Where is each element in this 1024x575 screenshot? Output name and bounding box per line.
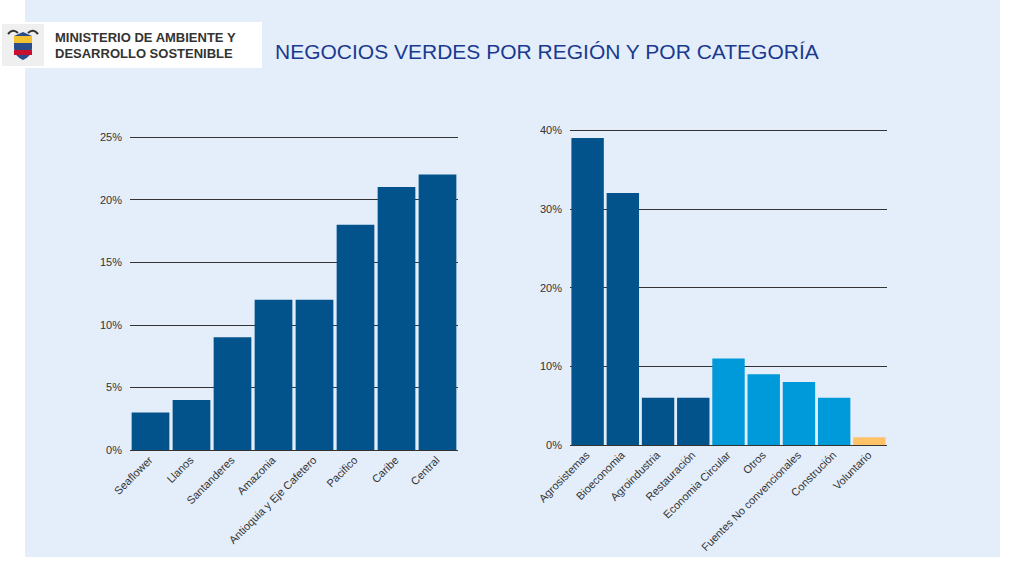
svg-text:0%: 0% [546, 439, 562, 451]
svg-text:20%: 20% [100, 194, 122, 206]
html-text:DESARROLLO SOSTENIBLE: DESARROLLO SOSTENIBLE [55, 46, 233, 61]
svg-text:Agrosistemas: Agrosistemas [536, 448, 592, 505]
svg-text:Caribe: Caribe [369, 454, 400, 485]
svg-text:Economia Circular: Economia Circular [661, 449, 733, 521]
svg-text:Amazonia: Amazonia [235, 453, 279, 497]
svg-text:Fuentes No convencionales: Fuentes No convencionales [699, 448, 804, 553]
svg-text:Santanderes: Santanderes [184, 453, 237, 506]
svg-text:40%: 40% [540, 124, 562, 136]
svg-text:30%: 30% [540, 203, 562, 215]
svg-text:Otros: Otros [740, 448, 768, 476]
svg-text:Central: Central [408, 454, 442, 488]
svg-text:20%: 20% [540, 282, 562, 294]
svg-text:Bioeconomia: Bioeconomia [573, 448, 628, 503]
svg-text:Construción: Construción [788, 449, 838, 499]
svg-text:Llanos: Llanos [164, 453, 196, 485]
svg-text:Seaflower: Seaflower [112, 454, 155, 497]
svg-text:Voluntario: Voluntario [831, 449, 874, 492]
svg-text:Agroindustria: Agroindustria [608, 448, 663, 503]
svg-text:Pacifico: Pacifico [324, 454, 360, 490]
svg-text:0%: 0% [106, 444, 122, 456]
html-text:MINISTERIO DE AMBIENTE Y: MINISTERIO DE AMBIENTE Y [55, 30, 236, 45]
svg-text:5%: 5% [106, 381, 122, 393]
svg-text:25%: 25% [100, 131, 122, 143]
svg-text:10%: 10% [100, 319, 122, 331]
svg-text:Restauración: Restauración [643, 448, 698, 503]
html-text:NEGOCIOS VERDES POR REGIÓN Y P: NEGOCIOS VERDES POR REGIÓN Y POR CATEGOR… [275, 40, 819, 63]
svg-text:15%: 15% [100, 256, 122, 268]
svg-text:10%: 10% [540, 360, 562, 372]
svg-text:Antioquia y Eje Cafetero: Antioquia y Eje Cafetero [226, 454, 318, 546]
